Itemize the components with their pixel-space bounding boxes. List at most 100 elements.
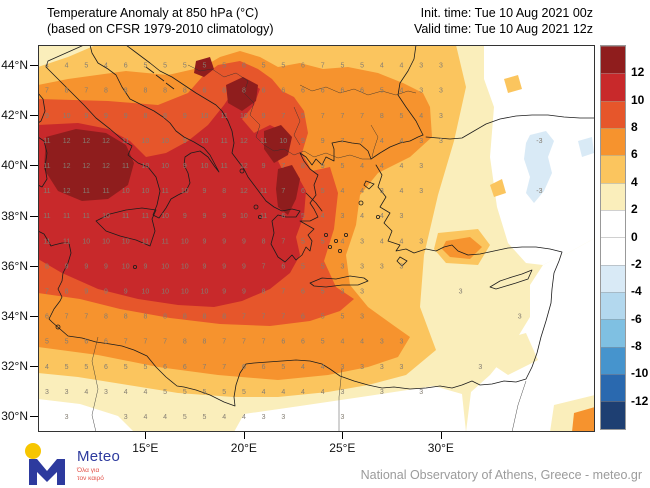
- grid-value: 10: [142, 163, 150, 170]
- grid-value: 10: [201, 113, 209, 120]
- grid-value: 7: [262, 339, 266, 346]
- logo-m-icon: [29, 459, 65, 485]
- grid-value: 3: [419, 163, 423, 170]
- grid-value: 6: [183, 364, 187, 371]
- grid-value: 12: [63, 138, 71, 145]
- grid-value: 3: [340, 289, 344, 296]
- grid-value: 11: [83, 188, 90, 195]
- grid-value: 10: [161, 163, 169, 170]
- map-title: Temperature Anomaly at 850 hPa (°C) (bas…: [47, 5, 274, 37]
- grid-value: 8: [124, 88, 128, 95]
- grid-value: -3: [536, 138, 542, 145]
- grid-value: 5: [321, 314, 325, 321]
- grid-value: 3: [340, 213, 344, 220]
- grid-value: 5: [340, 314, 344, 321]
- grid-value: 12: [240, 188, 248, 195]
- lat-tick-mark: [30, 165, 38, 167]
- band-pale-patch-egypt: [490, 333, 538, 375]
- colorbar-cell: [601, 128, 625, 156]
- lat-tick-label: 40°N: [1, 158, 28, 173]
- lon-tick-label: 30°E: [427, 441, 454, 455]
- grid-value: 4: [45, 63, 49, 70]
- grid-value: 8: [203, 314, 207, 321]
- grid-value: 4: [143, 414, 147, 421]
- grid-value: 8: [104, 88, 108, 95]
- grid-value: 5: [340, 63, 344, 70]
- grid-value: 5: [203, 414, 207, 421]
- grid-value: 5: [222, 389, 226, 396]
- lat-tick-label: 36°N: [1, 258, 28, 273]
- grid-value: 3: [380, 263, 384, 270]
- grid-value: 5: [321, 238, 325, 245]
- grid-value: 3: [281, 414, 285, 421]
- grid-value: 5: [340, 163, 344, 170]
- grid-value: 7: [321, 63, 325, 70]
- grid-value: 4: [400, 238, 404, 245]
- grid-value: 5: [301, 238, 305, 245]
- grid-value: 11: [161, 188, 168, 195]
- grid-value: 9: [84, 263, 88, 270]
- lon-tick-mark: [243, 432, 245, 439]
- grid-value: 8: [222, 314, 226, 321]
- grid-value: 9: [183, 163, 187, 170]
- grid-value: 4: [124, 389, 128, 396]
- grid-value: 5: [321, 263, 325, 270]
- anomaly-bands: [38, 45, 595, 432]
- coast-balkan-greece: [125, 45, 372, 263]
- grid-value: 3: [380, 339, 384, 346]
- grid-value: 4: [301, 364, 305, 371]
- grid-value: 5: [45, 339, 49, 346]
- grid-value: 5: [65, 339, 69, 346]
- grid-value: 8: [163, 113, 167, 120]
- grid-value: 4: [400, 63, 404, 70]
- grid-value: 4: [143, 389, 147, 396]
- grid-value: 7: [281, 188, 285, 195]
- colorbar-cell: [601, 346, 625, 375]
- lat-tick-label: 32°N: [1, 359, 28, 374]
- colorbar-cell: [601, 100, 625, 129]
- grid-value: 11: [63, 213, 70, 220]
- colorbar-cell: [601, 155, 625, 183]
- island-malta: [133, 264, 138, 269]
- grid-value: 3: [439, 113, 443, 120]
- grid-value: 4: [242, 414, 246, 421]
- grid-value: 7: [242, 339, 246, 346]
- grid-value: 3: [439, 88, 443, 95]
- grid-value: 7: [45, 289, 49, 296]
- grid-value: 4: [340, 238, 344, 245]
- lat-tick-label: 42°N: [1, 108, 28, 123]
- grid-value: 3: [65, 389, 69, 396]
- grid-value: 3: [380, 389, 384, 396]
- coast-marmara-north: [370, 134, 424, 160]
- lon-tick-label: 15°E: [132, 441, 159, 455]
- coast-crete: [309, 275, 369, 288]
- grid-value: 5: [124, 364, 128, 371]
- map-title-line1: Temperature Anomaly at 850 hPa (°C): [47, 6, 259, 20]
- grid-value: 6: [281, 263, 285, 270]
- grid-value: 6: [203, 88, 207, 95]
- grid-value: 10: [142, 289, 150, 296]
- meteo-logo: Meteo Όλα για τον καιρό: [24, 443, 120, 485]
- border-libya-egypt: [338, 368, 343, 432]
- grid-value: 11: [221, 113, 228, 120]
- colorbar-tick-label: -6: [631, 311, 642, 326]
- grid-value: 4: [360, 188, 364, 195]
- grid-value: 10: [201, 289, 209, 296]
- grid-value: 11: [260, 188, 267, 195]
- grid-value: 6: [281, 213, 285, 220]
- band-blue-anatolia: [524, 131, 554, 203]
- grid-value: 5: [262, 63, 266, 70]
- grid-value: 5: [242, 389, 246, 396]
- grid-value: 4: [222, 414, 226, 421]
- grid-value: 12: [63, 163, 71, 170]
- grid-value: 6: [321, 88, 325, 95]
- logo-tagline-line1: Όλα για: [77, 467, 100, 474]
- coast-corsica: [38, 92, 46, 124]
- grid-value: 12: [102, 163, 110, 170]
- grid-value: 3: [518, 314, 522, 321]
- map-frame: [38, 45, 595, 432]
- grid-value: 6: [301, 314, 305, 321]
- grid-value: 10: [161, 138, 169, 145]
- grid-value: 7: [340, 113, 344, 120]
- grid-value: 4: [65, 63, 69, 70]
